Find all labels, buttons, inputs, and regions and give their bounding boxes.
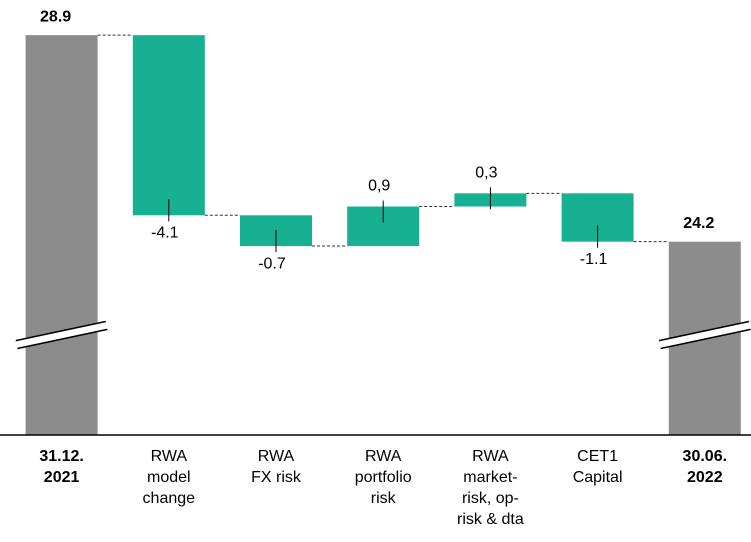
x-tick-label: RWA xyxy=(151,448,188,465)
x-tick-label: portfolio xyxy=(355,469,412,486)
x-tick-label: change xyxy=(143,490,196,507)
x-tick-label: risk & dta xyxy=(457,511,524,528)
value-label: 24.2 xyxy=(683,215,714,232)
value-label: 0,3 xyxy=(475,165,497,182)
axis-break xyxy=(17,328,108,350)
x-tick-label: model xyxy=(147,469,191,486)
x-tick-label: risk xyxy=(371,490,397,507)
x-tick-label: CET1 xyxy=(577,448,618,465)
axis-break xyxy=(660,328,751,350)
axis-break-gap xyxy=(664,322,745,348)
x-tick-label: RWA xyxy=(365,448,402,465)
bar xyxy=(25,35,98,435)
x-tick-label: Capital xyxy=(573,469,623,486)
x-tick-label: 31.12. xyxy=(39,448,83,465)
x-tick-label: risk, op- xyxy=(462,490,519,507)
axis-break-gap xyxy=(21,322,102,348)
x-tick-label: RWA xyxy=(472,448,509,465)
value-label: -1.1 xyxy=(580,251,608,268)
x-tick-label: 2022 xyxy=(687,469,723,486)
x-tick-label: 30.06. xyxy=(683,448,727,465)
value-label: 28.9 xyxy=(40,8,71,25)
x-tick-label: 2021 xyxy=(44,469,80,486)
axis-break xyxy=(658,320,750,342)
x-tick-label: FX risk xyxy=(251,469,302,486)
value-label: -4.1 xyxy=(151,225,179,242)
bar xyxy=(132,35,205,216)
x-tick-label: market- xyxy=(463,469,517,486)
value-label: 0,9 xyxy=(368,178,390,195)
axis-break xyxy=(15,320,106,342)
x-tick-label: RWA xyxy=(258,448,295,465)
value-label: -0.7 xyxy=(258,255,286,272)
